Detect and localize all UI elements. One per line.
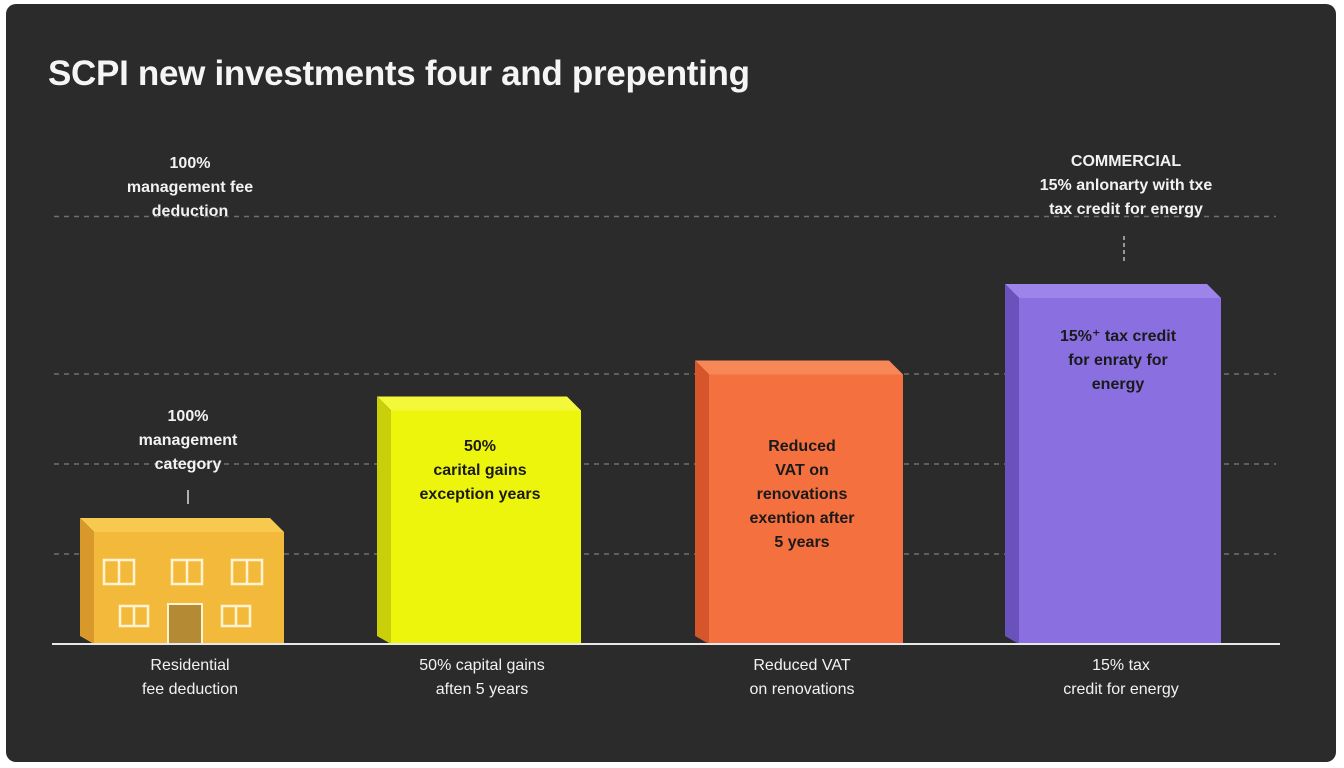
building-window-icon [220, 604, 252, 628]
bar-side-3 [695, 360, 709, 644]
bar-label-3: Reduced VAT on renovations exention afte… [749, 438, 855, 551]
building-window-icon [170, 558, 204, 586]
building-window-icon [102, 558, 136, 586]
category-label-1: Residential fee deduction [141, 657, 239, 698]
annotation-mid-left: 100% management category [138, 408, 238, 473]
category-label-3: Reduced VAT on renovations [749, 657, 855, 698]
bar-top-4 [1005, 284, 1221, 298]
bar-side-1 [80, 518, 94, 644]
bar-side-4 [1005, 284, 1019, 644]
building-window-icon [118, 604, 150, 628]
category-label-4: 15% tax credit for energy [1063, 657, 1179, 698]
bar-3 [709, 374, 903, 644]
annotation-commercial-heading: COMMERCIAL [1070, 153, 1182, 170]
annotation-commercial-text: 15% anlonarty with txe tax credit for en… [1039, 177, 1213, 218]
bar-label-2: 50% carital gains exception years [419, 438, 541, 503]
bar-top-2 [377, 396, 581, 411]
bar-side-2 [377, 396, 391, 644]
bar-label-4: 15%⁺ tax credit for enraty for energy [1059, 328, 1177, 393]
chart-title: SCPI new investments four and prepenting [48, 54, 750, 93]
building-window-icon [230, 558, 264, 586]
chart-panel: SCPI new investments four and prepenting… [6, 4, 1336, 762]
bar-4 [1019, 298, 1221, 644]
annotation-top-left: 100% management fee deduction [126, 155, 254, 220]
bar-top-3 [695, 360, 903, 375]
bar-top-1 [80, 518, 284, 532]
bar-2 [391, 410, 581, 644]
category-label-2: 50% capital gains aften 5 years [419, 657, 545, 698]
building-door-icon [167, 603, 203, 645]
plot-area [52, 215, 1280, 645]
